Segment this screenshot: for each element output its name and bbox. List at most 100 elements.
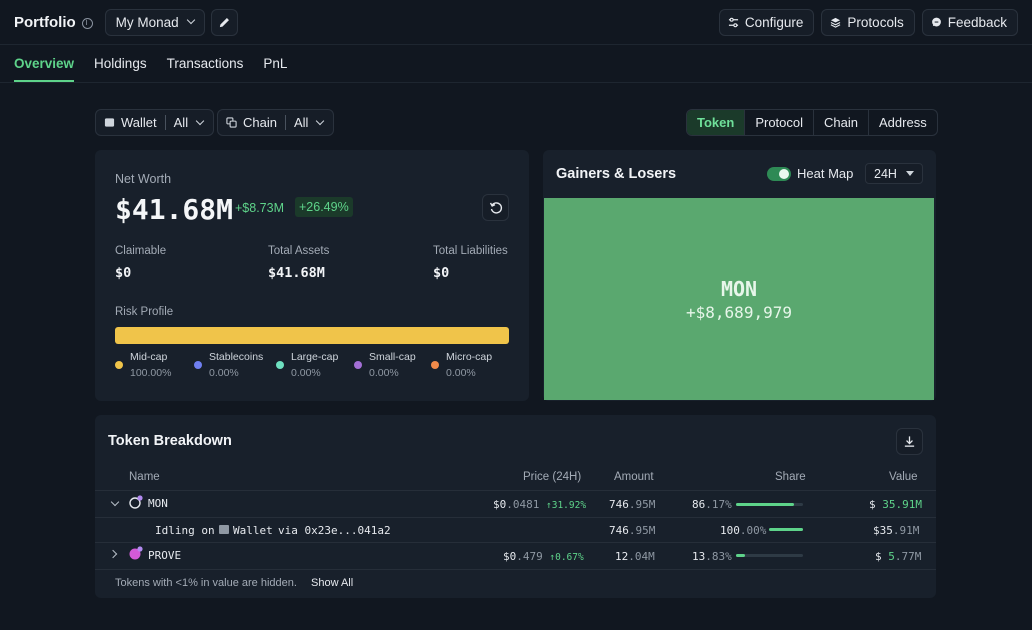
claimable-value: $0 (115, 265, 132, 281)
share-int: 86 (692, 498, 706, 511)
total-assets-value: $41.68M (268, 265, 325, 281)
net-worth-change-pct: +26.49% (295, 197, 353, 217)
risk-legend-stablecoins: Stablecoins 0.00% (194, 351, 263, 379)
legend-name: Large-cap (291, 351, 339, 363)
legend-pct: 100.00% (130, 367, 172, 379)
token-symbol: MON (148, 497, 168, 510)
column-header-value[interactable]: Value (889, 471, 918, 483)
token-breakdown-card: Token Breakdown Name Price (24H) Amount … (95, 415, 936, 598)
total-liabilities-stat: Total Liabilities $0 (433, 245, 508, 281)
value-prefix: $ (869, 498, 883, 511)
price-change: ↑31.92% (546, 500, 587, 511)
wallet-filter-label: Wallet (121, 115, 157, 130)
heatmap-toggle[interactable] (767, 167, 791, 181)
subrow-label: Idling on (155, 524, 215, 537)
heatmap-label: Heat Map (797, 166, 854, 181)
chain-filter[interactable]: Chain All (217, 109, 335, 136)
price-int: $0 (493, 498, 507, 511)
chevron-right-icon[interactable] (108, 549, 118, 559)
amount-dec: .95M (628, 498, 656, 511)
period-select[interactable]: 24H (865, 163, 923, 184)
value-dec: .91M (892, 524, 920, 537)
column-header-name[interactable]: Name (129, 471, 160, 483)
view-toggle: Token Protocol Chain Address (686, 109, 938, 136)
column-header-price[interactable]: Price (24H) (523, 471, 582, 483)
heatmap-tile-symbol: MON (720, 276, 758, 301)
amount-int: 746 (609, 524, 629, 537)
portfolio-selector[interactable]: My Monad (104, 8, 205, 36)
edit-portfolio-button[interactable] (210, 8, 238, 36)
risk-legend-midcap: Mid-cap 100.00% (115, 351, 171, 379)
amount-int: 12 (615, 550, 629, 563)
price-int: $0 (503, 550, 517, 563)
legend-dot (276, 361, 284, 369)
tab-pnl[interactable]: PnL (263, 56, 288, 71)
total-liabilities-value: $0 (433, 265, 450, 281)
column-header-amount[interactable]: Amount (614, 471, 654, 483)
download-icon (904, 436, 915, 447)
legend-pct: 0.00% (446, 367, 476, 379)
tab-bar: Overview Holdings Transactions PnL (0, 46, 1032, 83)
mon-token-icon (129, 495, 143, 509)
wallet-filter[interactable]: Wallet All (95, 109, 215, 136)
price-change: ↑0.67% (549, 552, 584, 563)
chevron-down-icon (186, 15, 195, 25)
show-all-link[interactable]: Show All (311, 577, 354, 589)
view-token-button[interactable]: Token (687, 110, 745, 135)
legend-name: Micro-cap (446, 351, 493, 363)
download-button[interactable] (896, 428, 923, 455)
chain-icon (226, 117, 237, 128)
chevron-down-icon[interactable] (110, 497, 120, 507)
risk-profile-title: Risk Profile (115, 306, 174, 318)
share-int: 13 (692, 550, 706, 563)
legend-name: Mid-cap (130, 351, 168, 363)
gainers-losers-title: Gainers & Losers (556, 166, 677, 182)
tab-transactions[interactable]: Transactions (166, 56, 244, 71)
hidden-tokens-note: Tokens with <1% in value are hidden. (115, 577, 297, 589)
sliders-icon (728, 17, 738, 27)
total-assets-stat: Total Assets $41.68M (268, 245, 329, 281)
price-dec: .0481 (506, 498, 540, 511)
tab-holdings[interactable]: Holdings (94, 56, 147, 71)
value-dec: .91M (895, 498, 923, 511)
caret-down-icon (905, 171, 914, 176)
legend-dot (115, 361, 123, 369)
subrow-wallet: Wallet (233, 524, 273, 537)
legend-pct: 0.00% (369, 367, 399, 379)
risk-profile-bar (115, 327, 509, 344)
configure-label: Configure (744, 14, 804, 30)
share-bar (736, 554, 803, 557)
heatmap-tile-mon[interactable]: MON +$8,689,979 (544, 198, 934, 400)
configure-button[interactable]: Configure (718, 8, 815, 36)
feedback-button[interactable]: Feedback (921, 8, 1018, 36)
info-icon[interactable] (81, 17, 93, 29)
legend-dot (354, 361, 362, 369)
view-address-button[interactable]: Address (868, 110, 937, 135)
refresh-button[interactable] (482, 194, 509, 221)
token-symbol: PROVE (148, 549, 182, 562)
portfolio-name: My Monad (115, 14, 179, 30)
heatmap-tile-value: +$8,689,979 (686, 302, 792, 322)
share-bar-fill (769, 528, 803, 531)
value-int: $35 (873, 524, 893, 537)
value-int: 35 (882, 498, 896, 511)
chevron-down-icon (316, 116, 325, 125)
view-protocol-button[interactable]: Protocol (744, 110, 813, 135)
net-worth-card: Net Worth $41.68M +$8.73M +26.49% Claima… (95, 150, 529, 401)
share-bar-fill (736, 503, 794, 506)
subrow-address[interactable]: via 0x23e...041a2 (278, 524, 391, 537)
column-header-share[interactable]: Share (775, 471, 806, 483)
legend-dot (194, 361, 202, 369)
token-breakdown-title: Token Breakdown (108, 433, 232, 449)
chain-filter-label: Chain (243, 115, 277, 130)
protocols-button[interactable]: Protocols (821, 8, 915, 36)
wallet-filter-value: All (173, 115, 189, 130)
tab-overview[interactable]: Overview (14, 46, 75, 82)
chat-icon (931, 17, 941, 26)
view-chain-button[interactable]: Chain (813, 110, 868, 135)
share-bar (769, 528, 803, 531)
wallet-icon (219, 525, 229, 534)
risk-legend-microcap: Micro-cap 0.00% (431, 351, 492, 379)
period-value: 24H (874, 166, 897, 181)
value-int: 5 (888, 550, 895, 563)
